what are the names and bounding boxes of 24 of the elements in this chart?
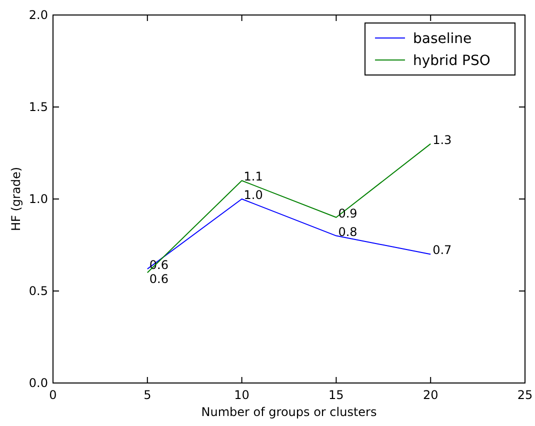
x-tick-label: 5	[144, 388, 152, 402]
data-label: 0.7	[432, 243, 452, 258]
data-label: 0.9	[338, 206, 358, 220]
y-axis-title: HF (grade)	[9, 166, 23, 232]
data-label: 0.8	[338, 224, 358, 239]
x-tick-label: 10	[234, 388, 250, 402]
x-tick-label: 20	[422, 388, 438, 402]
x-axis-title: Number of groups or clusters	[201, 405, 377, 419]
line-series	[146, 198, 432, 270]
x-tick-label: 15	[328, 388, 344, 402]
data-label: 1.3	[432, 132, 452, 147]
data-label: 1.0	[244, 188, 263, 202]
y-tick-label: 0.5	[28, 284, 48, 298]
line-series	[146, 143, 432, 274]
legend-label: hybrid PSO	[413, 53, 490, 69]
y-tick-label: 1.5	[28, 100, 48, 114]
legend-label: baseline	[413, 31, 472, 47]
data-label: 0.6	[149, 272, 168, 286]
y-tick-label: 0.0	[28, 376, 48, 390]
data-label: 1.1	[244, 170, 263, 184]
y-tick-label: 1.0	[28, 192, 48, 206]
y-tick-label: 2.0	[28, 8, 48, 22]
x-tick-label: 25	[517, 388, 533, 402]
x-tick-label: 0	[49, 388, 57, 402]
